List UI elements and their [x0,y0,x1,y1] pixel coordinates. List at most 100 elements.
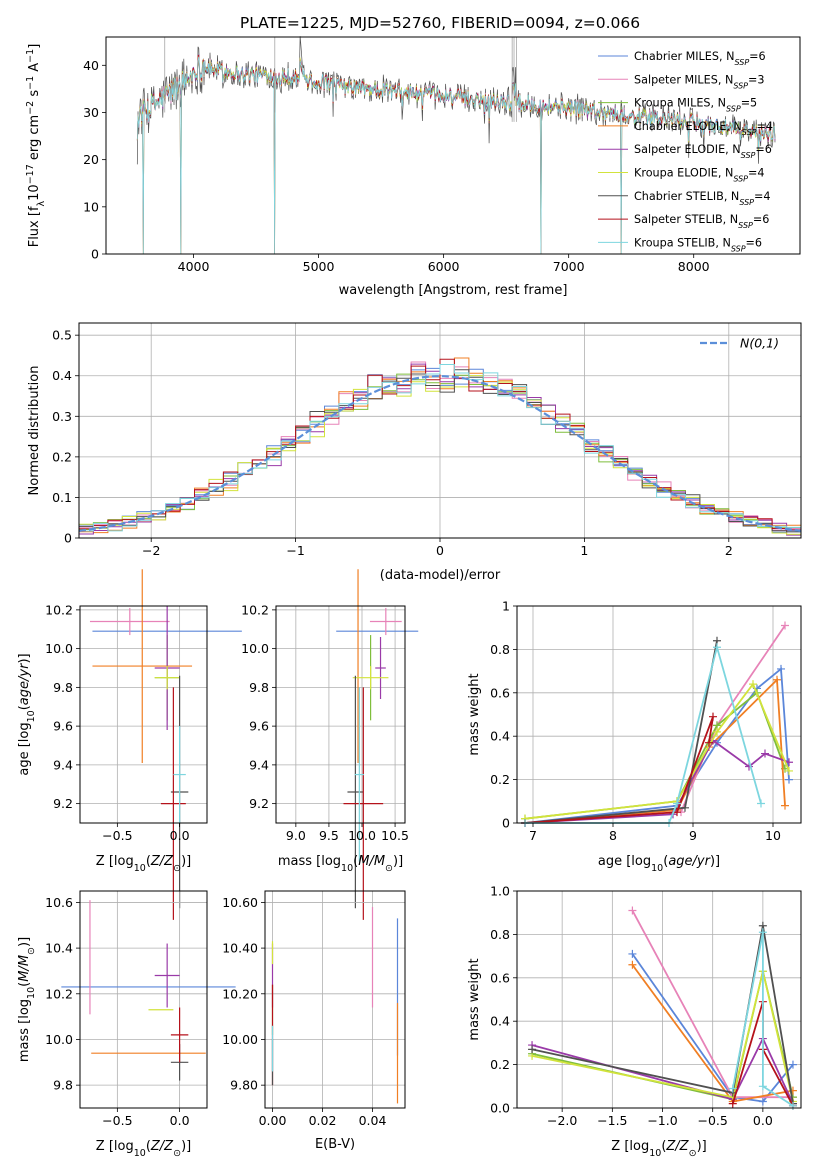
legend-subscript: SSP [742,127,757,136]
weight-point-marker [713,643,721,652]
x-tick-label: −0.5 [102,1113,132,1128]
weight-point-marker [761,749,769,758]
y-tick-label: 9.80 [230,1078,258,1093]
y-tick-label: 10.0 [45,1032,73,1047]
label-part: )] [181,854,191,869]
label-part: ⊙ [689,1148,697,1159]
legend-model-name: Chabrier MILES, N [634,50,734,63]
plot-area [136,36,776,255]
y-tick-label: 9.8 [249,680,269,695]
axes-frame [264,890,406,1109]
x-tick-label: 9.0 [286,828,306,843]
axes-frame [516,890,802,1109]
y-axis-label: mass [log10(M/M⊙)] [17,937,37,1062]
x-tick-label: 9.5 [319,828,339,843]
y-tick-label: 0.0 [490,1101,510,1116]
x-tick-label: 0.04 [359,1113,387,1128]
y-axis-label: Flux [fλ10−17 erg cm−2 s−1 A−1] [25,44,47,248]
plot-area [517,605,801,827]
y-tick-label: 9.2 [53,796,73,811]
label-part: ⊙ [173,863,181,874]
x-tick-label: 0.0 [170,828,190,843]
y-tick-label: 9.6 [53,719,73,734]
label-part: )] [697,1139,707,1154]
legend-nssp: =5 [741,97,758,110]
x-tick-label: −0.5 [698,1113,728,1128]
spectrum-series-line [136,36,776,165]
y-tick-label: 10.20 [222,986,258,1001]
y-tick-label: 0.3 [52,409,72,424]
weight-point-marker [785,775,793,784]
plot-area [276,569,419,920]
x-tick-label: −1.0 [647,1113,677,1128]
weight-point-marker [777,664,785,673]
label-part: ⊙ [173,1148,181,1159]
x-tick-label: 7000 [553,259,585,274]
weight-series-line [524,682,790,820]
legend-entry: Kroupa STELIB, NSSP=6 [634,236,762,253]
weight-series-line [525,643,762,824]
label-part: age [log [598,854,651,869]
weight-point-marker [728,1084,737,1093]
y-tick-label: 10.4 [45,941,73,956]
y-tick-label: 0.4 [52,368,72,383]
weight-point-marker [788,1060,797,1069]
legend-model-name: Salpeter MILES, N [634,73,733,86]
weight-series-line [680,624,786,813]
panel-age_vs_mass: 9.0 9.5 10.0 10.5 9.2 9.4 9.6 9.8 10.0 10.2 mass [… [241,569,419,920]
x-axis-label: E(B-V) [315,1137,355,1152]
legend-subscript: SSP [726,104,741,113]
label-part: age [log [17,722,32,775]
label-part: 10 [649,1148,661,1159]
weight-point-marker [758,1097,767,1106]
panel-mass_vs_Z: −0.5 0.09.810.010.210.410.6Z [log10(Z/Z⊙)… [17,890,236,1159]
y-tick-label: 10.2 [241,602,269,617]
legend-model-name: Kroupa MILES, N [634,97,726,110]
legend-nssp: =3 [748,73,765,86]
legend-model-name: Salpeter STELIB, N [634,213,738,226]
figure-title: PLATE=1225, MJD=52760, FIBERID=0094, z=0… [240,14,640,32]
y-tick-label: 0.4 [490,729,510,744]
label-part: Z [log [96,1139,134,1154]
y-tick-label: 0 [502,816,510,831]
label-part: ( [353,854,358,869]
label-part: M/M [358,854,385,869]
label-part: ( [663,854,668,869]
x-axis-label: (data-model)/error [380,568,501,583]
label-part: Z [log [96,854,134,869]
y-tick-label: 0 [64,531,72,546]
x-tick-label: 8 [609,828,617,843]
x-tick-label: −2.0 [547,1113,577,1128]
y-tick-label: 9.4 [53,757,73,772]
panel-mass_vs_ebv: 0.00 0.02 0.04 9.80 10.00 10.20 10.40 10.60 E(B-… [222,890,406,1152]
axes-frame [275,605,406,824]
x-tick-label: −1 [286,543,304,558]
legend-subscript: SSP [731,244,746,253]
weight-series-line [524,667,790,824]
weight-point-marker [709,712,717,721]
label-part: ⊙ [26,947,37,955]
y-tick-label: 0.8 [490,642,510,657]
weight-series-line [531,1036,794,1105]
y-tick-label: 9.8 [53,1078,73,1093]
weight-point-marker [528,1045,537,1054]
weight-point-marker [758,928,767,937]
weight-point-marker [758,1082,767,1091]
panel-weight_vs_Z: −2.0 −1.5 −1.0 −0.5 0.0 0.0 0.2 0.4 0.6 0.8 1.0 Z [… [467,884,802,1159]
y-tick-label: 0.1 [52,490,72,505]
legend-nssp: =6 [749,50,766,63]
label-part: ⊙ [385,863,393,874]
label-part: )] [17,937,32,947]
y-tick-label: 40 [83,58,99,73]
legend-nssp: =4 [754,190,771,203]
legend: Chabrier MILES, N SSP =6 Salpeter MILES, N S… [598,50,773,253]
weight-point-marker [785,766,793,775]
weight-series-line [524,739,790,824]
weight-point-marker [757,799,765,808]
plot-area [80,569,242,920]
legend-nssp: =4 [756,120,773,133]
axes-frame [79,605,208,824]
x-tick-label: 10.0 [348,828,376,843]
weight-point-marker [628,906,637,915]
x-tick-label: 10 [765,828,781,843]
